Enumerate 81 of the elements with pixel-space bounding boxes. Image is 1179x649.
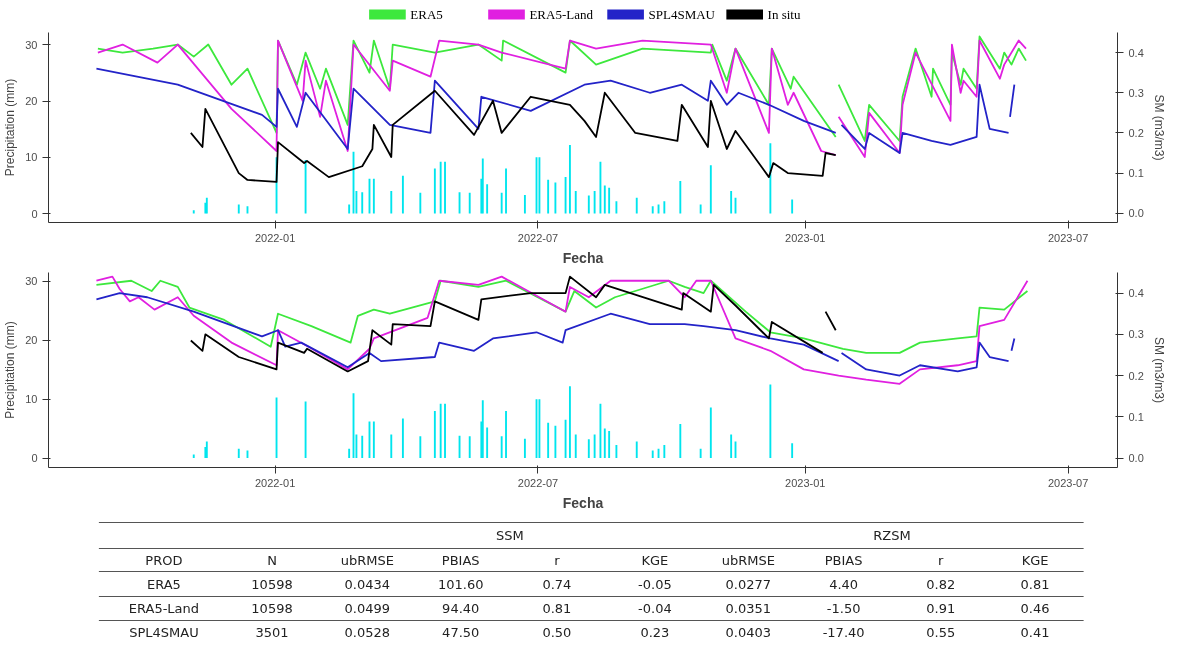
line-series: [95, 279, 1029, 354]
y2-tick-label: 0.1: [1128, 167, 1144, 180]
category-label: KGE: [641, 553, 669, 568]
x-axis-title: Fecha: [562, 494, 604, 511]
category-label: PBIAS: [824, 553, 863, 568]
y-tick-label: 0: [31, 452, 38, 465]
category-label: N: [267, 553, 277, 568]
text: 0.74: [542, 577, 572, 592]
y2-axis-title: SM (m3/m3): [1151, 94, 1166, 161]
y2-tick-label: 0.1: [1128, 410, 1144, 423]
text: 3501: [255, 625, 289, 640]
text: SSM: [496, 528, 524, 543]
category-label: r: [554, 553, 561, 568]
text: 10598: [251, 601, 293, 616]
text: 0.0277: [725, 577, 772, 592]
y2-tick-label: 0.2: [1128, 369, 1144, 382]
category-label: PBIAS: [441, 553, 480, 568]
y-tick-label: 10: [25, 151, 38, 164]
text: 0.0351: [725, 601, 772, 616]
y2-tick-label: 0.4: [1128, 287, 1144, 300]
line-series: [189, 89, 837, 183]
text: 0.81: [1020, 577, 1050, 592]
text: 0.0403: [725, 625, 772, 640]
text: 0.55: [926, 625, 956, 640]
text: 47.50: [442, 625, 480, 640]
x-tick-label: 2022-01: [254, 476, 296, 489]
text: -1.50: [826, 601, 861, 616]
text: 0.46: [1020, 601, 1050, 616]
text: 0.0528: [344, 625, 391, 640]
x-tick-label: 2022-07: [517, 231, 559, 244]
x-tick-label: 2022-01: [254, 231, 296, 244]
y2-tick-label: 0.0: [1128, 452, 1144, 465]
x-tick-label: 2023-01: [785, 476, 826, 489]
text: 4.40: [829, 577, 859, 592]
legend-label: ERA5: [410, 7, 443, 22]
text: 10598: [251, 577, 293, 592]
y-axis-title: Precipitation (mm): [3, 78, 18, 177]
x-tick-label: 2022-07: [517, 476, 559, 489]
text: 0.0434: [344, 577, 391, 592]
y-tick-label: 0: [31, 207, 38, 220]
text: -0.05: [638, 577, 672, 592]
category-label: SPL4SMAU: [129, 625, 199, 640]
y-tick-label: 30: [25, 38, 38, 51]
text: 0.41: [1020, 625, 1050, 640]
y2-tick-label: 0.4: [1128, 46, 1144, 59]
text: 94.40: [442, 601, 480, 616]
y2-tick-label: 0.3: [1128, 328, 1144, 341]
category-label: KGE: [1021, 553, 1049, 568]
y-tick-label: 30: [25, 275, 38, 288]
y-tick-label: 20: [25, 334, 38, 347]
y-tick-label: 10: [25, 393, 38, 406]
text: 0.0499: [344, 601, 391, 616]
category-label: ubRMSE: [721, 553, 775, 568]
x-tick-label: 2023-07: [1047, 231, 1089, 244]
x-axis-title: Fecha: [562, 249, 604, 266]
x-tick-label: 2023-01: [785, 231, 826, 244]
legend-label: ERA5-Land: [529, 7, 594, 22]
legend-label: In situ: [767, 7, 801, 22]
category-label: r: [938, 553, 945, 568]
text: 0.81: [542, 601, 572, 616]
category-label: ubRMSE: [340, 553, 394, 568]
text: 0.50: [542, 625, 572, 640]
y2-tick-label: 0.3: [1128, 86, 1144, 99]
text: 0.82: [926, 577, 956, 592]
x-tick-label: 2023-07: [1047, 476, 1089, 489]
text: -17.40: [822, 625, 865, 640]
line-series: [95, 275, 1029, 385]
text: 101.60: [437, 577, 484, 592]
y-tick-label: 20: [25, 95, 38, 108]
text: RZSM: [873, 528, 911, 543]
category-label: ERA5: [146, 577, 181, 592]
text: 0.23: [640, 625, 670, 640]
y2-axis-title: SM (m3/m3): [1151, 337, 1166, 403]
legend-label: SPL4SMAU: [648, 7, 716, 22]
category-label: ERA5-Land: [128, 601, 200, 616]
y2-tick-label: 0.0: [1128, 207, 1144, 220]
y-axis-title: Precipitation (mm): [3, 321, 18, 419]
text: 0.91: [926, 601, 956, 616]
text: PROD: [145, 553, 183, 568]
y2-tick-label: 0.2: [1128, 126, 1144, 139]
text: -0.04: [638, 601, 672, 616]
